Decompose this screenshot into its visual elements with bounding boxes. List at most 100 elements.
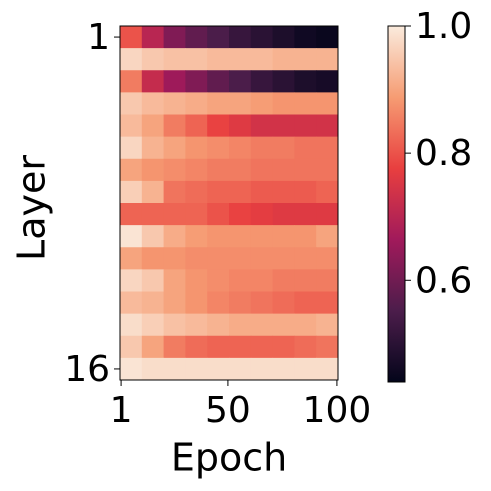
heatmap-cell xyxy=(120,114,143,138)
heatmap-cell xyxy=(207,114,230,138)
heatmap-cell xyxy=(250,114,274,138)
heatmap-cell xyxy=(185,114,208,138)
heatmap-cell xyxy=(141,269,165,292)
colorbar-tick-label: 0.8 xyxy=(415,133,472,174)
heatmap-cell xyxy=(141,158,165,182)
heatmap-cell xyxy=(185,158,208,182)
heatmap-cell xyxy=(250,158,274,182)
heatmap-cell xyxy=(163,225,186,248)
heatmap-cell xyxy=(185,203,208,226)
heatmap-cell xyxy=(316,70,339,93)
heatmap-cell xyxy=(272,158,295,182)
heatmap-cell xyxy=(163,247,186,270)
heatmap-cell xyxy=(294,357,317,381)
heatmap-cell xyxy=(185,136,208,160)
heatmap-cell xyxy=(229,92,252,115)
heatmap-cell xyxy=(272,48,295,71)
heatmap-cell xyxy=(141,357,165,381)
heatmap-cell xyxy=(120,158,143,182)
heatmap-cell xyxy=(141,247,165,270)
heatmap-cell xyxy=(272,357,295,381)
heatmap-cell xyxy=(163,335,186,359)
heatmap-cell xyxy=(120,203,143,226)
heatmap-cell xyxy=(272,92,295,115)
heatmap-cell xyxy=(316,180,339,204)
heatmap-cell xyxy=(294,335,317,359)
heatmap-cell xyxy=(141,92,165,115)
heatmap-cell xyxy=(316,269,339,292)
heatmap-cell xyxy=(250,203,274,226)
heatmap-cell xyxy=(272,313,295,337)
heatmap-cell xyxy=(141,26,165,49)
colorbar-tick-label: 0.6 xyxy=(415,260,472,301)
heatmap-cell xyxy=(272,269,295,292)
heatmap-cell xyxy=(120,247,143,270)
heatmap-cell xyxy=(229,225,252,248)
heatmap-cell xyxy=(316,291,339,315)
heatmap-cell xyxy=(207,357,230,381)
heatmap-cell xyxy=(316,357,339,381)
heatmap-cell xyxy=(250,291,274,315)
heatmap-cell xyxy=(250,136,274,160)
heatmap-cell xyxy=(185,335,208,359)
heatmap-cell xyxy=(163,70,186,93)
heatmap-cell xyxy=(120,136,143,160)
heatmap-cell xyxy=(316,26,339,49)
heatmap-cell xyxy=(207,247,230,270)
heatmap-cell xyxy=(185,26,208,49)
heatmap-cell xyxy=(229,335,252,359)
heatmap-cell xyxy=(294,269,317,292)
heatmap-cell xyxy=(272,136,295,160)
heatmap-cell xyxy=(294,48,317,71)
heatmap-cell xyxy=(250,247,274,270)
heatmap-cell xyxy=(120,313,143,337)
heatmap-cell xyxy=(207,136,230,160)
heatmap-cell xyxy=(141,313,165,337)
heatmap-cell xyxy=(163,136,186,160)
heatmap-cell xyxy=(316,114,339,138)
heatmap-cell xyxy=(207,335,230,359)
heatmap-cell xyxy=(185,247,208,270)
heatmap-cell xyxy=(163,203,186,226)
heatmap-cell xyxy=(250,180,274,204)
heatmap-cell xyxy=(229,247,252,270)
heatmap-cell xyxy=(229,158,252,182)
heatmap-cell xyxy=(272,335,295,359)
y-axis-label: Layer xyxy=(10,155,54,261)
heatmap-cell xyxy=(294,114,317,138)
heatmap-cell xyxy=(141,203,165,226)
heatmap-cell xyxy=(229,26,252,49)
heatmap-cell xyxy=(294,203,317,226)
heatmap-cell xyxy=(185,180,208,204)
heatmap-cell xyxy=(207,269,230,292)
heatmap-cell xyxy=(250,357,274,381)
heatmap-cell xyxy=(120,225,143,248)
heatmap-cell xyxy=(207,203,230,226)
heatmap-cell xyxy=(120,26,143,49)
plot-frame xyxy=(119,25,339,381)
heatmap-cell xyxy=(207,70,230,93)
heatmap-cell xyxy=(120,269,143,292)
heatmap-cell xyxy=(229,313,252,337)
heatmap-cell xyxy=(207,158,230,182)
heatmap-cell xyxy=(207,313,230,337)
heatmap-cell xyxy=(141,114,165,138)
heatmap-cell xyxy=(141,180,165,204)
heatmap-cell xyxy=(120,335,143,359)
heatmap-cell xyxy=(120,180,143,204)
y-tick-label: 1 xyxy=(87,17,110,58)
heatmap-cell xyxy=(250,48,274,71)
heatmap-cell xyxy=(229,291,252,315)
heatmap-cell xyxy=(272,247,295,270)
heatmap-cell xyxy=(120,70,143,93)
heatmap-cell xyxy=(229,136,252,160)
heatmap-cell xyxy=(207,26,230,49)
heatmap-cell xyxy=(207,48,230,71)
heatmap-cell xyxy=(272,225,295,248)
heatmap-cell xyxy=(294,136,317,160)
heatmap-cell xyxy=(141,70,165,93)
heatmap-cell xyxy=(294,180,317,204)
heatmap-cell xyxy=(141,291,165,315)
heatmap-cell xyxy=(163,180,186,204)
